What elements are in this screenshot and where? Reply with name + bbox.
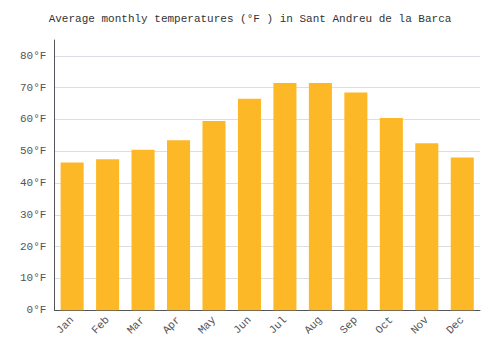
svg-text:70°F: 70°F bbox=[20, 82, 46, 94]
svg-text:80°F: 80°F bbox=[20, 50, 46, 62]
svg-text:Nov: Nov bbox=[409, 314, 432, 337]
svg-text:Dec: Dec bbox=[444, 314, 466, 336]
svg-text:Jul: Jul bbox=[267, 314, 289, 336]
svg-text:50°F: 50°F bbox=[20, 145, 46, 157]
svg-text:10°F: 10°F bbox=[20, 272, 46, 284]
svg-text:60°F: 60°F bbox=[20, 113, 46, 125]
svg-text:Jun: Jun bbox=[231, 314, 253, 336]
svg-text:Feb: Feb bbox=[89, 314, 111, 336]
svg-text:Oct: Oct bbox=[373, 314, 395, 336]
svg-text:Jan: Jan bbox=[54, 314, 76, 336]
svg-text:Sep: Sep bbox=[338, 314, 360, 336]
svg-text:Apr: Apr bbox=[160, 314, 182, 336]
svg-text:May: May bbox=[196, 314, 219, 337]
svg-text:Average monthly temperatures (: Average monthly temperatures (°F ) in Sa… bbox=[49, 13, 452, 25]
svg-text:Mar: Mar bbox=[125, 314, 147, 336]
svg-text:Aug: Aug bbox=[302, 314, 324, 336]
svg-text:0°F: 0°F bbox=[27, 304, 47, 316]
svg-text:30°F: 30°F bbox=[20, 209, 46, 221]
svg-text:40°F: 40°F bbox=[20, 177, 46, 189]
svg-text:20°F: 20°F bbox=[20, 241, 46, 253]
